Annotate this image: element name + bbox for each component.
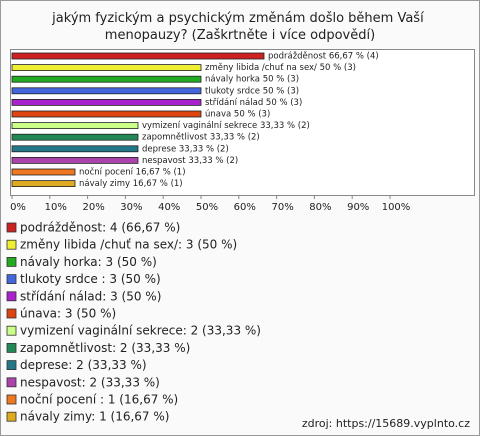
bar-label: návaly zimy 16,67 % (1) — [79, 179, 183, 189]
bar — [11, 99, 202, 106]
legend-swatch — [6, 360, 17, 371]
legend-label: změny libida /chuť na sex/: 3 (50 %) — [20, 238, 237, 252]
bar — [11, 133, 139, 141]
bar-label: změny libida /chuť na sex/ 50 % (3) — [205, 63, 356, 73]
bar-label: noční pocení 16,67 % (1) — [79, 167, 186, 178]
legend-swatch — [6, 291, 17, 302]
bar — [11, 110, 202, 118]
x-tick-label: 0% — [10, 202, 26, 213]
bar — [11, 122, 139, 129]
legend-label: únava: 3 (50 %) — [20, 307, 116, 321]
bar — [11, 145, 139, 153]
x-tick-label: 10% — [45, 202, 67, 213]
bar-label: únava 50 % (3) — [205, 110, 270, 120]
legend-label: vymizení vaginální sekrece: 2 (33,33 %) — [20, 324, 261, 338]
chart-title: jakým fyzickým a psychickým změnám došlo… — [51, 11, 428, 43]
legend-swatch — [6, 325, 17, 336]
legend-label: nespavost: 2 (33,33 %) — [20, 375, 160, 389]
x-tick-label: 100% — [382, 202, 411, 213]
bar — [11, 87, 202, 95]
x-tick-label: 20% — [82, 202, 104, 213]
bar-label: nespavost 33,33 % (2) — [142, 156, 238, 166]
x-tick-label: 40% — [158, 202, 180, 213]
bar-label: deprese 33,33 % (2) — [142, 144, 229, 154]
legend-swatch — [6, 377, 17, 388]
x-tick-label: 30% — [120, 202, 142, 213]
bar — [11, 64, 202, 71]
bar-label: vymizení vaginální sekrece 33,33 % (2) — [142, 121, 310, 131]
bar-label: návaly horka 50 % (3) — [205, 75, 299, 85]
bar — [11, 156, 139, 164]
x-tick-label: 50% — [196, 202, 218, 213]
legend-label: podrážděnost: 4 (66,67 %) — [20, 221, 180, 235]
bar-label: střídání nálad 50 % (3) — [205, 98, 302, 108]
bar — [11, 180, 76, 188]
legend-label: návaly horka: 3 (50 %) — [20, 255, 157, 269]
legend-label: návaly zimy: 1 (16,67 %) — [20, 410, 169, 424]
legend-swatch — [6, 342, 17, 353]
bar-label: tlukoty srdce 50 % (3) — [205, 86, 299, 96]
bar — [11, 168, 76, 176]
bar-label: podrážděnost 66,67 % (4) — [268, 52, 379, 62]
bar — [11, 52, 265, 60]
legend-label: deprese: 2 (33,33 %) — [20, 358, 147, 372]
legend-swatch — [6, 222, 17, 233]
legend-label: zapomnětlivost: 2 (33,33 %) — [20, 341, 190, 355]
legend-swatch — [6, 274, 17, 285]
x-tick-label: 70% — [271, 202, 293, 213]
legend-swatch — [6, 394, 17, 405]
legend-swatch — [6, 308, 17, 319]
legend-label: střídání nálad: 3 (50 %) — [20, 289, 161, 303]
legend-label: tlukoty srdce : 3 (50 %) — [20, 272, 161, 286]
x-tick-label: 90% — [347, 202, 369, 213]
x-tick-label: 60% — [234, 202, 256, 213]
bar — [11, 75, 202, 83]
legend-swatch — [6, 239, 17, 250]
source: zdroj: https://15689.vyplnto.cz — [302, 417, 470, 430]
x-tick-label: 80% — [309, 202, 331, 213]
legend-swatch — [6, 256, 17, 267]
legend-swatch — [6, 411, 17, 422]
legend-label: noční pocení : 1 (16,67 %) — [20, 393, 178, 407]
bar-label: zapomnětlivost 33,33 % (2) — [142, 133, 260, 143]
